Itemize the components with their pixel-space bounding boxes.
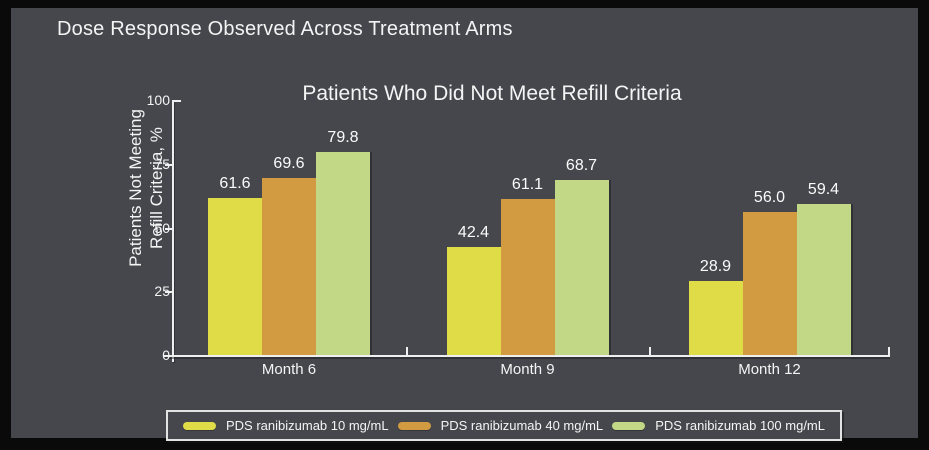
x-tick-mark [406, 347, 408, 355]
legend-swatch-icon [183, 421, 216, 430]
y-tick-mark [165, 227, 172, 230]
bar-month-12-series-1 [688, 281, 743, 355]
y-axis-top-cap [172, 100, 181, 102]
bar-value-label: 42.4 [457, 223, 490, 241]
legend-item: PDS ranibizumab 100 mg/mL [612, 418, 825, 433]
bar-value-label: 61.1 [511, 176, 544, 194]
y-axis-line [172, 100, 174, 362]
bar-month-6-series-2 [262, 177, 316, 355]
bar-value-label: 56.0 [753, 189, 786, 207]
y-tick-label: 75 [154, 155, 170, 172]
y-tick-mark [165, 291, 172, 294]
chart-title: Patients Who Did Not Meet Refill Criteri… [302, 82, 682, 105]
x-category-label: Month 9 [500, 361, 555, 378]
bar-month-6-series-1 [208, 197, 262, 355]
bar-value-label: 59.4 [807, 180, 840, 198]
legend-item: PDS ranibizumab 40 mg/mL [397, 418, 604, 433]
legend-label: PDS ranibizumab 10 mg/mL [226, 418, 389, 433]
bar-month-9-series-2 [500, 199, 555, 355]
y-tick-label: 0 [162, 347, 170, 363]
bar-month-9-series-3 [554, 179, 609, 355]
x-category-label: Month 12 [738, 361, 801, 378]
x-tick-mark [649, 347, 651, 355]
y-tick-label: 100 [146, 92, 170, 108]
y-tick-label: 25 [154, 283, 170, 300]
legend-swatch-icon [397, 421, 431, 430]
bar-month-12-series-2 [742, 212, 797, 355]
y-tick-label: 50 [154, 219, 170, 236]
legend-label: PDS ranibizumab 40 mg/mL [440, 418, 604, 433]
legend-label: PDS ranibizumab 100 mg/mL [655, 418, 825, 433]
bar-month-9-series-1 [446, 246, 501, 355]
bar-month-6-series-3 [316, 151, 370, 355]
plot-area: 0 25 50 75 100 61.6 69.6 79.8 Month 6 42.4 61.1 68… [147, 92, 897, 378]
chart-panel: Dose Response Observed Across Treatment … [11, 8, 918, 441]
bar-value-label: 79.8 [327, 128, 359, 146]
x-axis-end-cap [888, 347, 890, 356]
legend-item: PDS ranibizumab 10 mg/mL [183, 418, 389, 433]
x-axis-line [164, 355, 890, 357]
legend: PDS ranibizumab 10 mg/mL PDS ranibizumab … [166, 410, 842, 441]
y-tick-mark [165, 355, 172, 357]
page-title: Dose Response Observed Across Treatment … [57, 18, 513, 40]
x-category-label: Month 6 [261, 361, 317, 378]
bar-month-12-series-3 [796, 203, 851, 355]
legend-swatch-icon [612, 421, 646, 430]
bar-value-label: 28.9 [699, 258, 732, 276]
y-axis-label-line1: Patients Not Meeting [125, 109, 145, 267]
y-tick-mark [165, 163, 172, 166]
bar-value-label: 68.7 [565, 156, 598, 174]
bar-value-label: 69.6 [273, 154, 305, 172]
bar-value-label: 61.6 [219, 174, 251, 192]
